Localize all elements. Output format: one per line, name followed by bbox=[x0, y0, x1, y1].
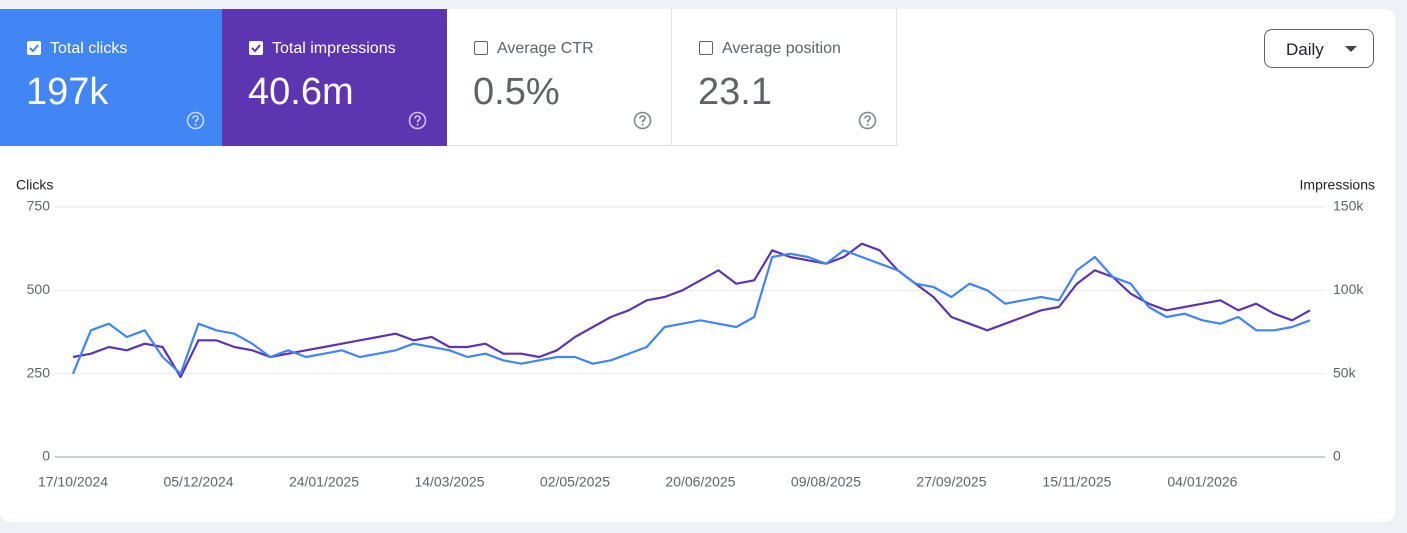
y-tick-label: 750 bbox=[27, 198, 51, 214]
x-tick-label: 14/03/2025 bbox=[414, 474, 484, 490]
period-label: Daily bbox=[1286, 40, 1324, 59]
y2-tick-label: 0 bbox=[1333, 448, 1341, 464]
metric-value: 40.6m bbox=[248, 71, 354, 113]
series-line bbox=[71, 249, 1311, 375]
metric-tile[interactable]: Total impressions 40.6m bbox=[222, 9, 447, 146]
metric-tile[interactable]: Total clicks 197k bbox=[0, 9, 225, 146]
metric-tile[interactable]: Average position 23.1 bbox=[672, 9, 897, 146]
series-line bbox=[72, 242, 1311, 379]
x-tick-label: 04/01/2026 bbox=[1167, 474, 1237, 490]
help-icon[interactable] bbox=[633, 111, 652, 130]
y2-tick-label: 100k bbox=[1333, 281, 1364, 297]
x-tick-label: 09/08/2025 bbox=[791, 474, 861, 490]
checkbox[interactable] bbox=[474, 41, 488, 55]
checkbox[interactable] bbox=[699, 41, 713, 55]
help-glyph bbox=[186, 111, 205, 130]
x-tick-label: 05/12/2024 bbox=[163, 474, 233, 490]
checkbox[interactable] bbox=[27, 41, 41, 55]
performance-card: Total clicks 197k Total impressions 40.6m Av… bbox=[0, 9, 1395, 522]
help-icon[interactable] bbox=[858, 111, 877, 130]
metric-value: 23.1 bbox=[698, 71, 772, 113]
help-glyph bbox=[633, 111, 652, 130]
chart: Clicks Impressions 0 250 500 750 0 50k 100k 150… bbox=[16, 177, 1375, 490]
x-tick-label: 02/05/2025 bbox=[540, 474, 610, 490]
x-tick-label: 24/01/2025 bbox=[289, 474, 359, 490]
x-tick-label: 17/10/2024 bbox=[38, 474, 108, 490]
help-icon[interactable] bbox=[408, 111, 427, 130]
x-tick-label: 27/09/2025 bbox=[916, 474, 986, 490]
help-icon[interactable] bbox=[186, 111, 205, 130]
check-mark bbox=[29, 44, 39, 53]
metric-label: Total clicks bbox=[50, 40, 128, 57]
period-dropdown[interactable]: Daily bbox=[1264, 29, 1374, 68]
y-tick-label: 500 bbox=[27, 281, 51, 297]
metric-label: Total impressions bbox=[272, 40, 396, 57]
y2-tick-label: 150k bbox=[1333, 198, 1364, 214]
y-axis-title: Clicks bbox=[16, 177, 53, 193]
metric-label: Average position bbox=[722, 40, 841, 57]
metric-label: Average CTR bbox=[497, 40, 594, 57]
metric-value: 197k bbox=[26, 71, 109, 113]
y2-axis-title: Impressions bbox=[1300, 177, 1375, 193]
metric-tile[interactable]: Average CTR 0.5% bbox=[447, 9, 672, 146]
x-tick-label: 15/11/2025 bbox=[1042, 474, 1111, 490]
metric-value: 0.5% bbox=[473, 71, 560, 113]
y-tick-label: 250 bbox=[27, 364, 51, 380]
check-mark bbox=[251, 44, 261, 53]
y2-tick-label: 50k bbox=[1333, 364, 1357, 380]
y-tick-label: 0 bbox=[42, 448, 50, 464]
checkbox[interactable] bbox=[249, 41, 263, 55]
help-glyph bbox=[858, 111, 877, 130]
help-glyph bbox=[408, 111, 427, 130]
x-tick-label: 20/06/2025 bbox=[665, 474, 735, 490]
dropdown-arrow bbox=[1345, 46, 1357, 52]
